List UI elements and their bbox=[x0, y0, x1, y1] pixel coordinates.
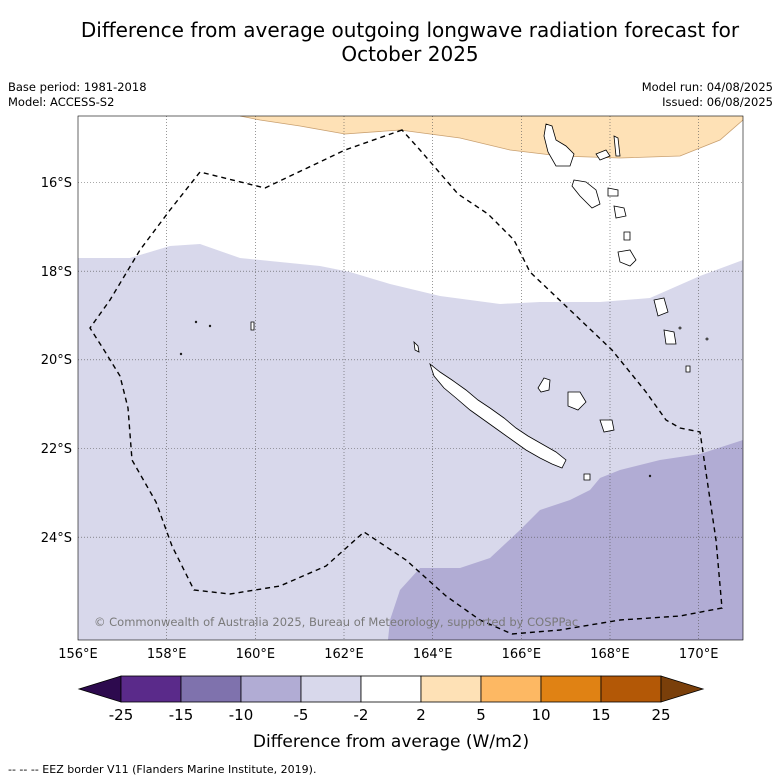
lon-tick-label: 168°E bbox=[590, 647, 630, 662]
colorbar-label: Difference from average (W/m2) bbox=[253, 732, 529, 752]
lat-tick-label: 16°S bbox=[41, 176, 72, 191]
colorbar-tick-label: -2 bbox=[354, 706, 369, 724]
islet-dot-1 bbox=[194, 320, 198, 324]
colorbar-tick-label: 25 bbox=[651, 706, 670, 724]
colorbar-tick-label: 15 bbox=[591, 706, 610, 724]
lon-tick-label: 158°E bbox=[147, 647, 187, 662]
anomaly-field bbox=[78, 116, 743, 640]
colorbar-tick-label: 5 bbox=[476, 706, 486, 724]
colorbar-bin bbox=[120, 675, 182, 703]
colorbar-bins bbox=[120, 675, 662, 703]
lon-axis: 156°E 158°E 160°E 162°E 164°E 166°E 168°… bbox=[58, 647, 718, 662]
lon-tick-label: 160°E bbox=[236, 647, 276, 662]
colorbar-bin bbox=[480, 675, 542, 703]
lon-tick-label: 170°E bbox=[679, 647, 719, 662]
lon-tick-label: 164°E bbox=[413, 647, 453, 662]
eez-border bbox=[89, 129, 723, 635]
colorbar-tick-label: -25 bbox=[109, 706, 134, 724]
issued-date: Issued: 06/08/2025 bbox=[662, 95, 773, 109]
coastlines bbox=[179, 123, 709, 481]
colorbar-ticks: -25 -15 -10 -5 -2 2 5 10 15 25 bbox=[109, 706, 671, 724]
anomaly-region-minus10 bbox=[388, 440, 743, 640]
islet-dot-5 bbox=[648, 474, 652, 478]
colorbar-extend-high bbox=[660, 675, 705, 703]
colorbar-tick-label: -15 bbox=[169, 706, 194, 724]
eez-footnote: -- -- -- EEZ border V11 (Flanders Marine… bbox=[8, 763, 317, 776]
isle-of-pines bbox=[583, 473, 591, 481]
colorbar-bin bbox=[240, 675, 302, 703]
vanuatu-erromango bbox=[623, 231, 631, 241]
colorbar-bin bbox=[420, 675, 482, 703]
fiji-islet-1 bbox=[653, 297, 669, 317]
colorbar-bin bbox=[360, 675, 422, 703]
vanuatu-pentecost bbox=[613, 135, 621, 157]
model-name: Model: ACCESS-S2 bbox=[8, 95, 115, 109]
colorbar-tick-label: 10 bbox=[531, 706, 550, 724]
islet-dot-3 bbox=[678, 326, 682, 330]
vanuatu-ambae bbox=[595, 149, 611, 161]
anomaly-contour-plus2 bbox=[239, 116, 743, 159]
map-frame bbox=[77, 115, 744, 641]
lat-axis: 16°S 18°S 20°S 22°S 24°S bbox=[41, 176, 72, 546]
hunter-islet bbox=[685, 365, 691, 373]
vanuatu-tanna bbox=[617, 249, 637, 267]
islet-dot-6 bbox=[208, 324, 212, 328]
title-line-1: Difference from average outgoing longwav… bbox=[80, 18, 740, 42]
copyright-text: © Commonwealth of Australia 2025, Bureau… bbox=[94, 615, 578, 629]
colorbar-tick-label: -5 bbox=[294, 706, 309, 724]
new-caledonia-island bbox=[429, 362, 567, 469]
fiji-islet-2 bbox=[663, 329, 677, 345]
colorbar-extend-low bbox=[77, 675, 122, 703]
lat-tick-label: 24°S bbox=[41, 531, 72, 546]
lat-tick-label: 18°S bbox=[41, 265, 72, 280]
colorbar-bin bbox=[300, 675, 362, 703]
lon-tick-label: 162°E bbox=[324, 647, 364, 662]
vanuatu-efate bbox=[613, 205, 627, 219]
chesterfield-islet bbox=[250, 321, 255, 331]
colorbar-tick-label: -10 bbox=[229, 706, 254, 724]
vanuatu-espiritu-santo bbox=[543, 123, 575, 167]
colorbar: -25 -15 -10 -5 -2 2 5 10 15 25 Difference from av… bbox=[77, 675, 705, 752]
meta-right: Model run: 04/08/2025 Issued: 06/08/2025 bbox=[642, 80, 773, 110]
gridlines bbox=[78, 116, 743, 640]
colorbar-bin bbox=[180, 675, 242, 703]
lon-tick-label: 166°E bbox=[502, 647, 542, 662]
loyalty-island-ouvea bbox=[537, 377, 551, 393]
title-line-2: October 2025 bbox=[341, 42, 479, 66]
colorbar-bin bbox=[600, 675, 662, 703]
loyalty-island-mare bbox=[599, 419, 615, 433]
base-period: Base period: 1981-2018 bbox=[8, 80, 147, 94]
colorbar-tick-label: 2 bbox=[416, 706, 426, 724]
vanuatu-malakula bbox=[571, 179, 601, 209]
vanuatu-ambrym bbox=[607, 187, 619, 197]
meta-left: Base period: 1981-2018 Model: ACCESS-S2 bbox=[8, 80, 147, 110]
islet-dot-2 bbox=[179, 352, 183, 356]
loyalty-island-lifou bbox=[567, 391, 587, 411]
model-run: Model run: 04/08/2025 bbox=[641, 80, 773, 94]
belep-island bbox=[413, 340, 420, 353]
lat-tick-label: 20°S bbox=[41, 353, 72, 368]
lat-tick-label: 22°S bbox=[41, 442, 72, 457]
lon-tick-label: 156°E bbox=[58, 647, 98, 662]
colorbar-bin bbox=[540, 675, 602, 703]
islet-dot-4 bbox=[705, 337, 709, 341]
chart-title: Difference from average outgoing longwav… bbox=[0, 18, 781, 66]
